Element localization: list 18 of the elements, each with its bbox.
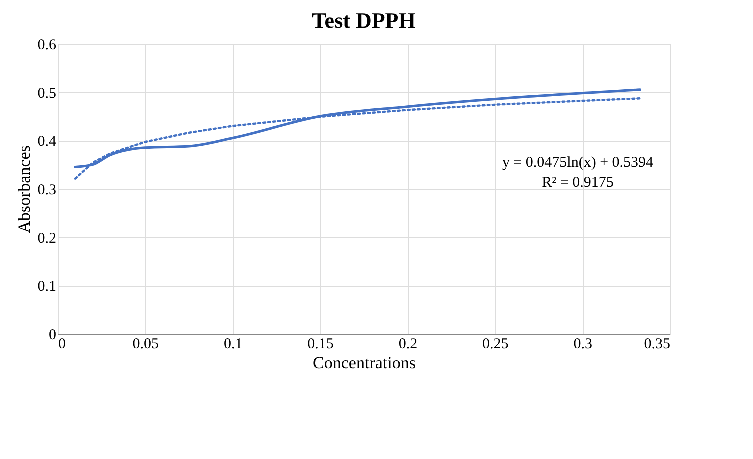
- x-tick-label: 0.2: [398, 336, 418, 352]
- annotation: y = 0.0475ln(x) + 0.5394: [502, 155, 654, 171]
- y-tick-label: 0.4: [38, 134, 57, 150]
- y-tick-label: 0.3: [38, 182, 56, 198]
- x-tick-label: 0.25: [482, 336, 509, 352]
- x-tick-label: 0.15: [308, 336, 334, 352]
- x-tick-label: 0.1: [224, 336, 243, 352]
- x-tick-label: 0.3: [574, 336, 592, 352]
- x-tick-label: 0.05: [132, 336, 160, 352]
- y-axis-title: Absorbances: [14, 146, 34, 234]
- y-tick-label: 0.6: [38, 38, 57, 54]
- y-tick-label: 0.5: [38, 86, 56, 102]
- x-tick-label: 0.35: [644, 336, 670, 352]
- chart-title: Test DPPH: [312, 8, 416, 33]
- annotation: R² = 0.9175: [542, 175, 614, 191]
- y-tick-label: 0.1: [38, 279, 56, 296]
- y-tick-label: 0.2: [38, 230, 56, 247]
- x-axis-title: Concentrations: [313, 354, 416, 372]
